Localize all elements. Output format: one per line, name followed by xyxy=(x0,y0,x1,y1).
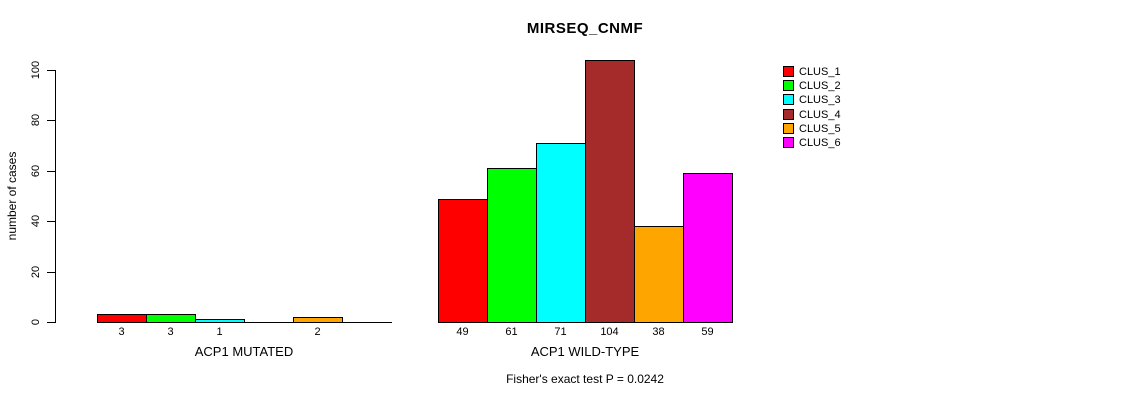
y-tick-label-60: 60 xyxy=(30,164,42,178)
group-label-mutated: ACP1 MUTATED xyxy=(194,344,294,359)
bar-clus_3-group-0 xyxy=(195,319,245,323)
bar-value-clus_4-group-1: 104 xyxy=(600,326,619,338)
bar-clus_2-group-0 xyxy=(146,314,196,323)
bar-clus_1-group-0 xyxy=(97,314,147,323)
bar-value-clus_6-group-1: 59 xyxy=(701,326,714,338)
bar-clus_5-group-1 xyxy=(634,226,684,323)
y-tick-mark-60 xyxy=(47,171,55,172)
bar-value-clus_2-group-0: 3 xyxy=(167,326,174,338)
legend-swatch-clus_2 xyxy=(783,80,794,91)
bar-clus_5-group-0 xyxy=(293,317,343,323)
y-tick-mark-80 xyxy=(47,120,55,121)
bar-clus_3-group-1 xyxy=(536,143,586,323)
legend-swatch-clus_5 xyxy=(783,123,794,134)
bar-value-clus_3-group-1: 71 xyxy=(554,326,567,338)
bar-clus_6-group-1 xyxy=(683,173,733,323)
legend-label-clus_2: CLUS_2 xyxy=(799,80,841,92)
legend-swatch-clus_6 xyxy=(783,137,794,148)
y-axis-title: number of cases xyxy=(5,151,19,241)
y-tick-label-100: 100 xyxy=(30,60,42,80)
bar-clus_1-group-1 xyxy=(438,199,488,323)
bar-value-clus_5-group-1: 38 xyxy=(652,326,665,338)
bar-clus_2-group-1 xyxy=(487,168,537,323)
fisher-test-annotation: Fisher's exact test P = 0.0242 xyxy=(506,372,664,386)
y-axis-line xyxy=(55,70,56,323)
bar-value-clus_5-group-0: 2 xyxy=(314,326,321,338)
bar-clus_4-group-1 xyxy=(585,60,635,323)
group-label-wildtype: ACP1 WILD-TYPE xyxy=(530,344,640,359)
y-tick-mark-0 xyxy=(47,322,55,323)
y-tick-mark-20 xyxy=(47,272,55,273)
y-tick-mark-100 xyxy=(47,70,55,71)
bar-value-clus_3-group-0: 1 xyxy=(216,326,223,338)
bar-value-clus_2-group-1: 61 xyxy=(505,326,518,338)
legend-label-clus_5: CLUS_5 xyxy=(799,123,841,135)
legend-label-clus_3: CLUS_3 xyxy=(799,94,841,106)
legend-label-clus_1: CLUS_1 xyxy=(799,66,841,78)
legend-swatch-clus_3 xyxy=(783,94,794,105)
bar-value-clus_1-group-1: 49 xyxy=(456,326,469,338)
legend-label-clus_4: CLUS_4 xyxy=(799,109,841,121)
chart-title: MIRSEQ_CNMF xyxy=(526,20,644,37)
bar-value-clus_1-group-0: 3 xyxy=(118,326,125,338)
y-tick-mark-40 xyxy=(47,221,55,222)
y-tick-label-0: 0 xyxy=(30,318,42,326)
legend-label-clus_6: CLUS_6 xyxy=(799,137,841,149)
legend-swatch-clus_1 xyxy=(783,66,794,77)
y-tick-label-80: 80 xyxy=(30,113,42,127)
legend-swatch-clus_4 xyxy=(783,109,794,120)
y-tick-label-40: 40 xyxy=(30,214,42,228)
y-tick-label-20: 20 xyxy=(30,265,42,279)
